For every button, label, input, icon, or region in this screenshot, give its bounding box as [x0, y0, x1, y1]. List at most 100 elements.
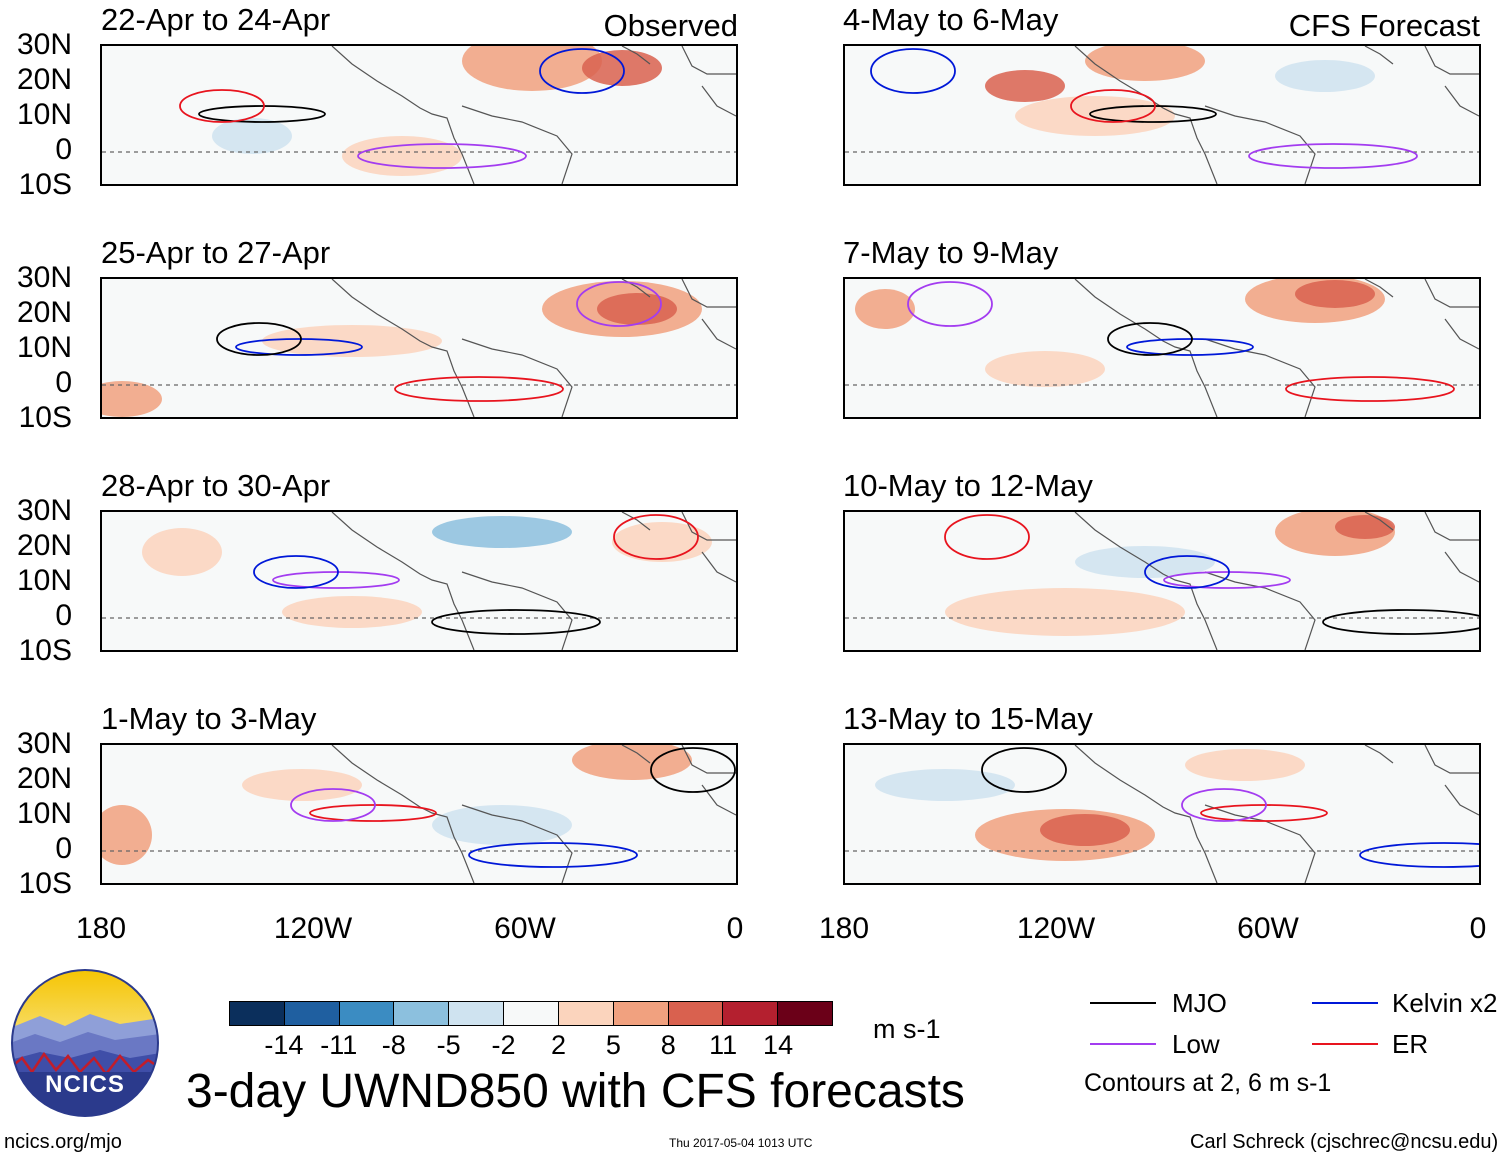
coastline: [331, 46, 736, 184]
legend-swatch-mjo: [1090, 1002, 1156, 1004]
wave-contour: [290, 788, 376, 822]
colorbar-swatch: [393, 1002, 449, 1025]
map-canvas: [102, 745, 736, 883]
wave-contour: [431, 609, 601, 635]
wave-contour: [1163, 571, 1291, 589]
wind-anomaly-shading: [1275, 60, 1375, 92]
map-panel: [100, 510, 738, 652]
lat-label: 10S: [18, 867, 72, 900]
map-canvas: [845, 279, 1479, 417]
wind-anomaly-shading: [102, 381, 162, 417]
wind-anomaly-shading: [875, 769, 1015, 801]
wind-anomaly-shading: [142, 528, 222, 576]
map-panel: [843, 277, 1481, 419]
wind-anomaly-shading: [432, 516, 572, 548]
colorbar-tick: -8: [381, 1030, 406, 1060]
map-panel: [843, 44, 1481, 186]
wave-contour: [468, 842, 638, 868]
wind-anomaly-shading: [597, 293, 677, 325]
coastline: [331, 745, 736, 883]
lat-label: 10S: [18, 634, 72, 667]
colorbar-tick: -14: [264, 1030, 304, 1060]
lon-label: 180: [818, 912, 870, 945]
footer-timestamp: Thu 2017-05-04 1013 UTC: [669, 1136, 813, 1150]
wind-anomaly-shading: [242, 769, 362, 801]
colorbar-tick: -2: [491, 1030, 516, 1060]
wave-contour: [216, 322, 302, 356]
wind-anomaly-shading: [985, 70, 1065, 102]
lat-label: 30N: [16, 28, 72, 61]
wind-anomaly-shading: [212, 118, 292, 154]
lat-label: 30N: [16, 494, 72, 527]
lat-label: 10N: [16, 797, 72, 830]
map-panel: [843, 510, 1481, 652]
wind-anomaly-shading: [342, 136, 462, 176]
panel-date-range: 25-Apr to 27-Apr: [101, 235, 331, 270]
figure-title: 3-day UWND850 with CFS forecasts: [186, 1065, 965, 1118]
panel-date-range: 4-May to 6-May: [843, 2, 1059, 37]
wave-contour: [944, 514, 1030, 560]
lat-label: 30N: [16, 727, 72, 760]
wind-anomaly-shading: [985, 351, 1105, 387]
wind-anomaly-shading: [282, 596, 422, 628]
wave-contour: [1089, 105, 1217, 123]
colorbar-swatch: [503, 1002, 558, 1025]
map-canvas: [102, 46, 736, 184]
panel-date-range: 22-Apr to 24-Apr: [101, 2, 331, 37]
map-canvas: [845, 745, 1479, 883]
lat-label: 30N: [16, 261, 72, 294]
colorbar-swatches: [229, 1001, 833, 1026]
map-panel: [100, 44, 738, 186]
wave-contour: [1248, 143, 1418, 169]
wave-contour: [1126, 338, 1254, 356]
colorbar-swatch: [777, 1002, 832, 1025]
colorbar-swatch: [283, 1002, 339, 1025]
wave-contour: [253, 555, 339, 589]
colorbar-swatch: [612, 1002, 668, 1025]
wave-contour: [309, 804, 437, 822]
lat-label: 20N: [16, 529, 72, 562]
colorbar-tick: 2: [550, 1030, 566, 1060]
panel-date-range: 13-May to 15-May: [843, 701, 1093, 736]
legend-label-low: Low: [1172, 1029, 1220, 1059]
wave-contour: [981, 747, 1067, 793]
wind-anomaly-shading: [1295, 280, 1375, 308]
legend-swatch-low: [1090, 1043, 1156, 1045]
lat-label: 0: [55, 599, 72, 632]
colorbar-tick: 14: [763, 1030, 794, 1060]
wind-anomaly-shading: [855, 289, 915, 329]
wave-contour: [1322, 609, 1479, 635]
map-canvas: [102, 279, 736, 417]
ncics-logo: NCICS: [10, 968, 160, 1118]
wave-contour: [1200, 804, 1328, 822]
wave-contour: [576, 281, 662, 327]
legend-swatch-er: [1312, 1043, 1378, 1045]
lat-label: 10N: [16, 98, 72, 131]
wind-anomaly-shading: [582, 50, 662, 86]
wave-contour: [907, 281, 993, 327]
wind-anomaly-shading: [432, 805, 572, 845]
map-canvas: [845, 512, 1479, 650]
wave-contour: [1359, 842, 1479, 868]
panel-date-range: 10-May to 12-May: [843, 468, 1093, 503]
wave-contour: [198, 105, 326, 123]
logo-text: NCICS: [45, 1071, 125, 1098]
wind-anomaly-shading: [1335, 515, 1395, 539]
wave-contour: [235, 338, 363, 356]
lat-label: 20N: [16, 63, 72, 96]
panel-source-label: CFS Forecast: [1288, 8, 1480, 43]
lat-label: 0: [55, 133, 72, 166]
colorbar-tick: -5: [436, 1030, 461, 1060]
footer-credit: Carl Schreck (cjschrec@ncsu.edu): [1190, 1131, 1499, 1153]
wave-contour: [870, 48, 956, 94]
panel-date-range: 7-May to 9-May: [843, 235, 1059, 270]
legend-label-kelvin: Kelvin x2: [1392, 988, 1498, 1018]
legend-contour-note: Contours at 2, 6 m s-1: [1084, 1069, 1332, 1097]
lat-label: 0: [55, 366, 72, 399]
colorbar-tick: 11: [709, 1030, 738, 1060]
wind-anomaly-shading: [1015, 96, 1175, 136]
lon-label: 60W: [494, 912, 556, 945]
footer-url: ncics.org/mjo: [4, 1131, 122, 1153]
colorbar-swatch: [667, 1002, 723, 1025]
panel-date-range: 1-May to 3-May: [101, 701, 317, 736]
